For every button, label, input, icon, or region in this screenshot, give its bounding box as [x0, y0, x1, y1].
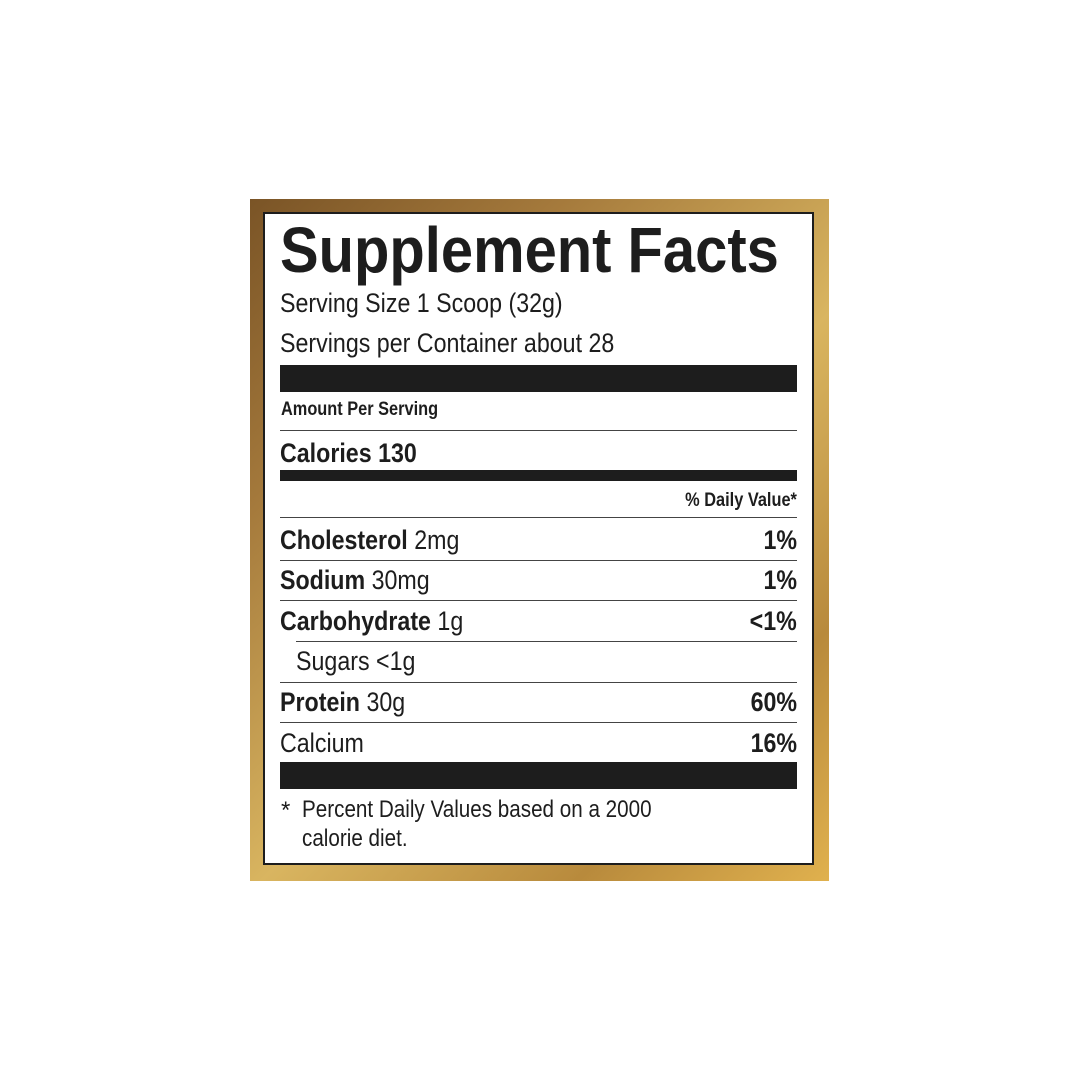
divider [280, 430, 797, 431]
divider [296, 641, 797, 642]
nutrient-name: Protein [280, 687, 360, 717]
nutrient-amount: 2mg [414, 525, 460, 555]
supplement-facts-panel [263, 212, 814, 865]
daily-value-header: % Daily Value* [685, 490, 797, 511]
thick-divider [280, 762, 797, 789]
nutrient-row-sodium: Sodium 30mg [280, 564, 430, 596]
nutrient-name: Calcium [280, 728, 364, 758]
medium-divider [280, 470, 797, 481]
serving-size: Serving Size 1 Scoop (32g) [280, 288, 563, 318]
divider [280, 682, 797, 683]
footnote-line-2: calorie diet. [302, 825, 408, 852]
footnote-line-1: Percent Daily Values based on a 2000 [302, 796, 652, 823]
nutrient-dv: 16% [750, 728, 797, 758]
nutrient-dv: <1% [749, 606, 797, 636]
nutrient-amount: 1g [437, 606, 464, 636]
nutrient-amount: 30g [366, 687, 406, 717]
servings-per-container: Servings per Container about 28 [280, 328, 615, 358]
amount-per-serving: Amount Per Serving [281, 399, 439, 420]
nutrient-row-cholesterol: Cholesterol 2mg [280, 524, 459, 556]
nutrient-amount: 30mg [371, 565, 430, 595]
nutrient-name: Carbohydrate [280, 606, 431, 636]
divider [280, 722, 797, 723]
nutrient-amount: <1g [376, 646, 416, 676]
nutrient-name: Sodium [280, 565, 366, 595]
nutrient-row-protein: Protein 30g [280, 686, 405, 718]
divider [280, 560, 797, 561]
nutrient-dv: 60% [750, 687, 797, 717]
panel-title: Supplement Facts [280, 214, 779, 286]
nutrient-name: Cholesterol [280, 525, 408, 555]
nutrient-dv: 1% [763, 525, 797, 555]
thick-divider [280, 365, 797, 392]
footnote-star: * [281, 797, 291, 824]
divider [280, 517, 797, 518]
nutrient-dv: 1% [763, 565, 797, 595]
calories-label: Calories [280, 438, 372, 468]
nutrient-row-carbohydrate: Carbohydrate 1g [280, 605, 463, 637]
nutrient-row-calcium: Calcium [280, 727, 364, 759]
calories-value: 130 [378, 438, 417, 468]
nutrient-row-sugars: Sugars <1g [296, 645, 415, 677]
calories-row: Calories 130 [280, 437, 417, 469]
nutrient-name: Sugars [296, 646, 370, 676]
divider [280, 600, 797, 601]
